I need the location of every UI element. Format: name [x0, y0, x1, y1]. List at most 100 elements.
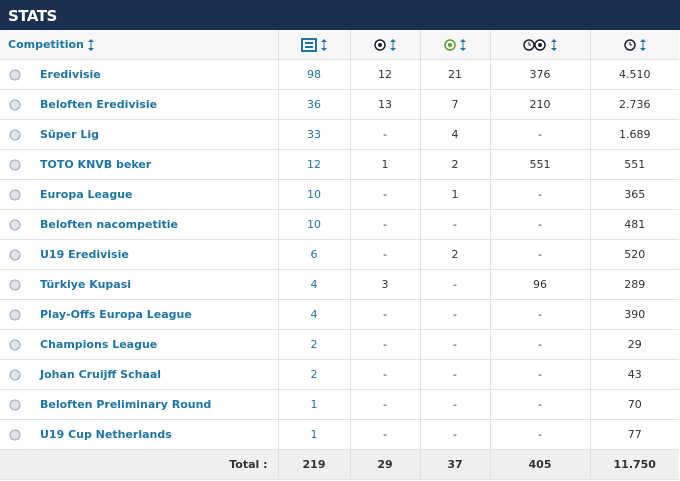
minutes: 481	[589, 209, 679, 240]
minutes-per-goal: 551	[489, 149, 590, 180]
assists: 1	[419, 179, 490, 210]
competition-name[interactable]: TOTO KNVB beker	[30, 149, 278, 180]
icon-appearances	[301, 37, 318, 52]
competition-name[interactable]: Türkiye Kupasi	[30, 269, 278, 300]
appearances[interactable]: 33	[277, 119, 350, 150]
goals: -	[349, 329, 420, 360]
competition-name[interactable]: U19 Eredivisie	[30, 239, 278, 270]
competition-logo	[9, 249, 21, 260]
competition-logo	[9, 279, 21, 290]
minutes-per-goal: -	[489, 419, 590, 450]
assists: -	[419, 359, 490, 390]
appearances[interactable]: 1	[277, 389, 350, 420]
assists: -	[419, 329, 490, 360]
goals: -	[349, 209, 420, 240]
sort-competition[interactable]: Competition	[0, 30, 278, 60]
goals: -	[349, 419, 420, 450]
minutes-per-goal: -	[489, 119, 590, 150]
logo-cell	[0, 59, 30, 90]
appearances[interactable]: 10	[277, 179, 350, 210]
competition-logo	[9, 189, 21, 200]
assists: -	[419, 269, 490, 300]
logo-cell	[0, 299, 30, 330]
appearances[interactable]: 4	[277, 299, 350, 330]
goals: -	[349, 389, 420, 420]
minutes-per-goal: -	[489, 329, 590, 360]
sort-minutes-per-goal[interactable]	[489, 30, 590, 60]
minutes-per-goal: -	[489, 389, 590, 420]
minutes: 4.510	[589, 59, 679, 90]
assists: -	[419, 389, 490, 420]
assists: -	[419, 299, 490, 330]
appearances[interactable]: 10	[277, 209, 350, 240]
minutes: 70	[589, 389, 679, 420]
column-label: Competition	[8, 38, 84, 51]
appearances[interactable]: 98	[277, 59, 350, 90]
minutes-per-goal: -	[489, 359, 590, 390]
appearances[interactable]: 4	[277, 269, 350, 300]
competition-name[interactable]: Beloften Eredivisie	[30, 89, 278, 120]
competition-row: Eredivisie 98 12 21 376 4.510	[0, 59, 679, 90]
logo-cell	[0, 359, 30, 390]
competition-logo	[9, 129, 21, 140]
total-goals: 29	[349, 449, 420, 480]
logo-cell	[0, 119, 30, 150]
competition-name[interactable]: Play-Offs Europa League	[30, 299, 278, 330]
assists: 2	[419, 239, 490, 270]
competition-logo	[9, 309, 21, 320]
sort-icon	[639, 39, 646, 51]
icon-assist	[444, 39, 456, 51]
appearances[interactable]: 2	[277, 359, 350, 390]
competition-logo	[9, 69, 21, 80]
logo-cell	[0, 419, 30, 450]
sort-goals[interactable]	[349, 30, 420, 60]
minutes: 2.736	[589, 89, 679, 120]
competition-name[interactable]: Beloften Preliminary Round	[30, 389, 278, 420]
logo-cell	[0, 89, 30, 120]
appearances[interactable]: 6	[277, 239, 350, 270]
logo-cell	[0, 239, 30, 270]
sort-assists[interactable]	[419, 30, 490, 60]
header-row: Competition	[0, 30, 679, 60]
competition-row: Beloften Preliminary Round 1- - -70	[0, 389, 679, 420]
competition-name[interactable]: Süper Lig	[30, 119, 278, 150]
competition-row: Champions League 2- - -29	[0, 329, 679, 360]
assists: 7	[419, 89, 490, 120]
total-label: Total :	[0, 449, 278, 480]
section-title: STATS	[0, 0, 680, 30]
competition-name[interactable]: Eredivisie	[30, 59, 278, 90]
assists: 4	[419, 119, 490, 150]
sort-icon	[320, 38, 327, 51]
competition-row: Beloften nacompetitie 10- - -481	[0, 209, 679, 240]
competition-logo	[9, 339, 21, 350]
sort-icon	[87, 39, 94, 51]
appearances[interactable]: 2	[277, 329, 350, 360]
goals: 13	[349, 89, 420, 120]
logo-cell	[0, 269, 30, 300]
appearances[interactable]: 12	[277, 149, 350, 180]
minutes: 390	[589, 299, 679, 330]
competition-name[interactable]: U19 Cup Netherlands	[30, 419, 278, 450]
competition-logo	[9, 429, 21, 440]
logo-cell	[0, 209, 30, 240]
minutes-per-goal: 96	[489, 269, 590, 300]
goals: 12	[349, 59, 420, 90]
competition-name[interactable]: Champions League	[30, 329, 278, 360]
competition-name[interactable]: Europa League	[30, 179, 278, 210]
appearances[interactable]: 36	[277, 89, 350, 120]
goals: -	[349, 299, 420, 330]
competition-row: Beloften Eredivisie 36 13 7 210 2.736	[0, 89, 679, 120]
minutes: 289	[589, 269, 679, 300]
competition-name[interactable]: Johan Cruijff Schaal	[30, 359, 278, 390]
goals: -	[349, 359, 420, 390]
sort-appearances[interactable]	[277, 30, 350, 60]
appearances[interactable]: 1	[277, 419, 350, 450]
sort-minutes[interactable]	[589, 30, 679, 60]
minutes-per-goal: 376	[489, 59, 590, 90]
competition-name[interactable]: Beloften nacompetitie	[30, 209, 278, 240]
minutes: 365	[589, 179, 679, 210]
assists: 21	[419, 59, 490, 90]
competition-logo	[9, 369, 21, 380]
minutes-per-goal: -	[489, 179, 590, 210]
competition-row: Süper Lig 33-4-1.689	[0, 119, 679, 150]
